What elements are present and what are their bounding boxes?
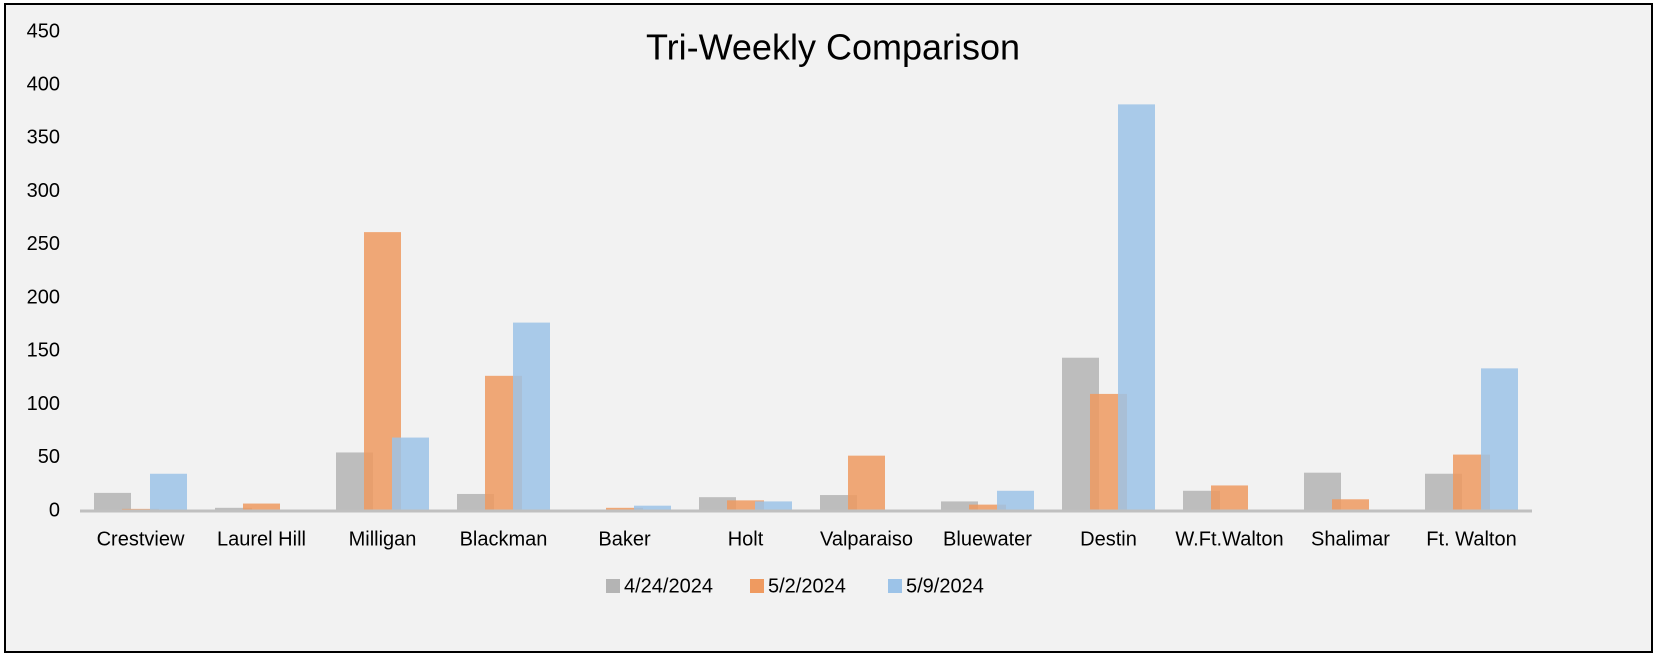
y-tick-label: 350: [27, 127, 60, 149]
bar: [94, 492, 131, 511]
y-tick-label: 300: [27, 180, 60, 202]
bar: [941, 501, 978, 511]
bar: [1118, 104, 1155, 511]
bar: [1211, 485, 1248, 511]
legend-label: 5/9/2024: [906, 575, 984, 597]
bar: [997, 490, 1034, 511]
chart-frame: [4, 3, 1653, 653]
y-tick-label: 450: [27, 20, 60, 42]
legend-label: 4/24/2024: [624, 575, 713, 597]
bar: [969, 504, 1006, 511]
bar: [699, 497, 736, 511]
x-tick-label: Laurel Hill: [217, 528, 306, 550]
x-tick-label: Milligan: [349, 528, 417, 550]
legend-swatch: [750, 579, 764, 593]
bar: [392, 437, 429, 511]
y-tick-label: 50: [38, 446, 60, 468]
y-tick-label: 0: [49, 499, 60, 521]
bar: [243, 503, 280, 511]
legend-swatch: [888, 579, 902, 593]
legend-swatch: [606, 579, 620, 593]
bar: [820, 495, 857, 511]
bar: [634, 505, 671, 511]
bar: [215, 507, 252, 511]
x-tick-label: Holt: [728, 528, 764, 550]
x-tick-label: Crestview: [97, 528, 185, 550]
bar: [727, 500, 764, 511]
x-tick-label: Blackman: [460, 528, 548, 550]
y-tick-label: 100: [27, 393, 60, 415]
x-tick-label: Shalimar: [1311, 528, 1390, 550]
x-tick-label: Baker: [598, 528, 651, 550]
y-tick-label: 200: [27, 286, 60, 308]
y-tick-label: 400: [27, 74, 60, 96]
bar: [513, 322, 550, 511]
legend-label: 5/2/2024: [768, 575, 846, 597]
chart-title: Tri-Weekly Comparison: [646, 27, 1020, 68]
x-tick-label: Bluewater: [943, 528, 1032, 550]
y-tick-label: 250: [27, 233, 60, 255]
x-tick-label: Valparaiso: [820, 528, 913, 550]
bar: [457, 493, 494, 511]
y-tick-label: 150: [27, 340, 60, 362]
bar: [848, 455, 885, 511]
x-tick-label: Destin: [1080, 528, 1137, 550]
bar: [1183, 490, 1220, 511]
bar: [150, 473, 187, 511]
x-tick-label: W.Ft.Walton: [1175, 528, 1283, 550]
bar: [1481, 368, 1518, 511]
bar: [1332, 499, 1369, 511]
bar: [606, 507, 643, 511]
x-tick-label: Ft. Walton: [1426, 528, 1516, 550]
bar: [755, 501, 792, 511]
